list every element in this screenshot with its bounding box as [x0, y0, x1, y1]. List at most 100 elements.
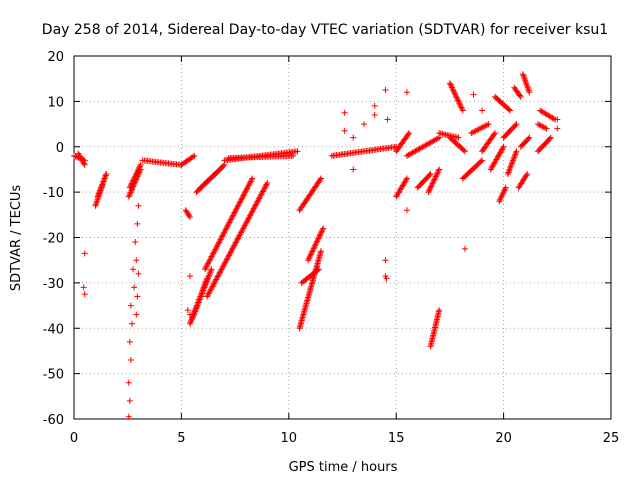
- data-point: [247, 179, 254, 186]
- data-point: [436, 307, 443, 314]
- data-point: [202, 264, 209, 271]
- data-point: [216, 239, 223, 246]
- data-point: [479, 107, 486, 114]
- x-tick-label: 0: [70, 431, 78, 446]
- data-point: [403, 89, 410, 96]
- data-point: [406, 130, 413, 137]
- data-point: [243, 186, 250, 193]
- data-point: [127, 183, 134, 190]
- data-point: [127, 189, 134, 196]
- data-point: [426, 187, 433, 194]
- data-point: [452, 91, 459, 98]
- data-point: [403, 176, 410, 183]
- data-point: [453, 93, 460, 100]
- data-point: [239, 193, 246, 200]
- data-point: [128, 181, 135, 188]
- data-point: [204, 262, 211, 269]
- data-point: [186, 214, 193, 221]
- data-point: [230, 210, 237, 217]
- data-point: [454, 95, 461, 102]
- data-point: [244, 185, 251, 192]
- data-point: [184, 307, 191, 314]
- data-point: [451, 90, 458, 97]
- data-point: [238, 196, 245, 203]
- data-point: [405, 131, 412, 138]
- data-point: [403, 207, 410, 214]
- x-tick-label: 25: [603, 431, 620, 446]
- data-point: [242, 188, 249, 195]
- data-point: [134, 167, 141, 174]
- data-point: [203, 263, 210, 270]
- data-point: [455, 134, 462, 141]
- data-point: [224, 222, 231, 229]
- data-point: [240, 192, 247, 199]
- x-tick-label: 5: [177, 431, 185, 446]
- data-point: [216, 237, 223, 244]
- data-point: [222, 226, 229, 233]
- data-point: [461, 245, 468, 252]
- data-point: [224, 223, 231, 230]
- data-point: [290, 152, 297, 159]
- data-point: [512, 122, 519, 129]
- data-point: [307, 251, 314, 258]
- data-point: [318, 229, 325, 236]
- chart-title: Day 258 of 2014, Sidereal Day-to-day VTE…: [42, 22, 608, 38]
- data-point: [126, 338, 133, 345]
- data-point: [136, 163, 143, 170]
- data-point: [526, 134, 533, 141]
- data-point: [479, 157, 486, 164]
- data-point: [459, 107, 466, 114]
- data-point: [137, 161, 144, 168]
- data-point: [223, 225, 230, 232]
- data-point: [554, 125, 561, 132]
- data-point: [229, 213, 236, 220]
- data-point: [507, 107, 514, 114]
- data-point: [461, 148, 468, 155]
- data-point: [237, 198, 244, 205]
- data-point: [458, 104, 465, 111]
- data-point: [127, 357, 134, 364]
- data-point: [314, 267, 321, 274]
- data-point: [132, 239, 139, 246]
- data-point: [126, 192, 133, 199]
- data-point: [221, 229, 228, 236]
- data-point: [350, 134, 357, 141]
- data-point: [128, 320, 135, 327]
- data-point: [523, 172, 530, 179]
- data-point: [125, 379, 132, 386]
- data-point: [135, 202, 142, 209]
- data-point: [191, 152, 198, 159]
- data-point: [208, 253, 215, 260]
- y-axis-label: SDTVAR / TECUs: [9, 185, 24, 292]
- data-point: [132, 173, 139, 180]
- x-tick-label: 15: [388, 431, 405, 446]
- data-point: [132, 171, 139, 178]
- data-point: [308, 249, 315, 256]
- data-point: [126, 397, 133, 404]
- data-point: [130, 176, 137, 183]
- data-point: [430, 179, 437, 186]
- data-point: [263, 181, 270, 188]
- data-point: [499, 145, 506, 152]
- data-point: [517, 93, 524, 100]
- data-point: [210, 250, 217, 257]
- data-point: [426, 186, 433, 193]
- data-point: [133, 257, 140, 264]
- data-point: [81, 250, 88, 257]
- data-point: [247, 178, 254, 185]
- data-point: [382, 87, 389, 94]
- y-tick-label: -30: [43, 277, 64, 292]
- data-point: [202, 266, 209, 273]
- data-point: [225, 220, 232, 227]
- data-point: [309, 247, 316, 254]
- data-point: [238, 195, 245, 202]
- data-point: [212, 246, 219, 253]
- data-point: [435, 167, 442, 174]
- data-point: [448, 84, 455, 91]
- data-point: [128, 180, 135, 187]
- data-point: [294, 148, 301, 155]
- data-point: [455, 98, 462, 105]
- data-point: [241, 191, 248, 198]
- data-point: [133, 170, 140, 177]
- data-point: [131, 174, 138, 181]
